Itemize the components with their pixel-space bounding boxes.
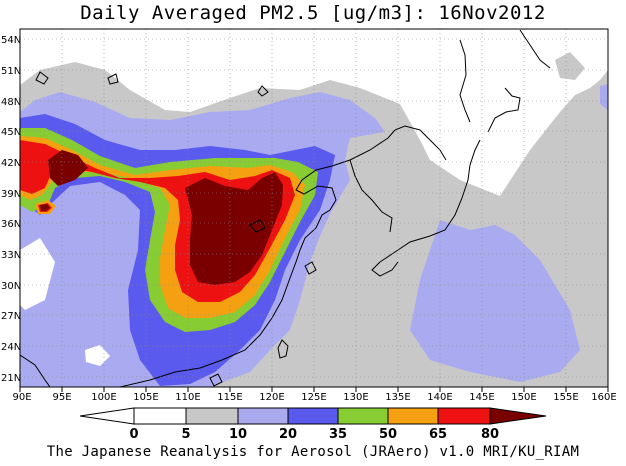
colorbar-segment-white (79, 407, 135, 425)
lon-tick-label: 160E (591, 392, 616, 403)
lon-tick-label: 155E (553, 392, 578, 403)
colorbar-segment-0-5 (133, 407, 187, 425)
colorbar-segment-35-50 (337, 407, 389, 425)
lat-tick-label: 30N (1, 281, 21, 292)
lat-tick-label: 36N (1, 219, 21, 230)
colorbar-segment-10-20 (237, 407, 289, 425)
lat-tick-label: 48N (1, 97, 21, 108)
lon-tick-label: 110E (175, 392, 200, 403)
lon-tick-label: 130E (343, 392, 368, 403)
lon-tick-label: 100E (91, 392, 116, 403)
lat-tick-label: 54N (1, 35, 21, 46)
lon-tick-label: 105E (133, 392, 158, 403)
lon-tick-label: 145E (469, 392, 494, 403)
colorbar-label: 10 (229, 427, 247, 442)
coastlines (20, 29, 551, 387)
map-title: Daily Averaged PM2.5 [ug/m3]: 16Nov2012 (80, 2, 546, 24)
colorbar-label: 20 (279, 427, 297, 442)
lon-tick-label: 95E (52, 392, 71, 403)
colorbar-segment-65-80 (437, 407, 491, 425)
colorbar (79, 407, 547, 425)
lat-tick-label: 42N (1, 158, 21, 169)
colorbar-label: 80 (481, 427, 499, 442)
lat-tick-label: 51N (1, 66, 21, 77)
lat-axis-labels: 54N 51N 48N 45N 42N 39N 36N 33N 30N 27N … (1, 35, 21, 384)
lon-tick-label: 140E (427, 392, 452, 403)
lon-tick-label: 90E (12, 392, 31, 403)
lon-tick-label: 150E (511, 392, 536, 403)
colorbar-segment-50-65 (387, 407, 439, 425)
lon-tick-label: 135E (385, 392, 410, 403)
lat-tick-label: 27N (1, 311, 21, 322)
colorbar-label: 5 (181, 427, 190, 442)
colorbar-segment-20-35 (287, 407, 339, 425)
colorbar-label: 65 (429, 427, 447, 442)
credit-line: The Japanese Reanalysis for Aerosol (JRA… (46, 444, 580, 460)
concentration-field (20, 29, 608, 387)
lon-tick-label: 120E (259, 392, 284, 403)
lat-tick-label: 45N (1, 127, 21, 138)
colorbar-segment-5-10 (185, 407, 239, 425)
contour-over-80 (48, 150, 88, 186)
colorbar-label: 0 (129, 427, 138, 442)
lat-tick-label: 21N (1, 373, 21, 384)
lat-tick-label: 33N (1, 250, 21, 261)
colorbar-labels: 0 5 10 20 35 50 65 80 (129, 427, 499, 442)
colorbar-segment-over-80 (489, 407, 547, 425)
lon-tick-label: 115E (217, 392, 242, 403)
colorbar-label: 35 (329, 427, 347, 442)
lon-axis-labels: 90E 95E 100E 105E 110E 115E 120E 125E 13… (12, 392, 616, 403)
colorbar-label: 50 (379, 427, 397, 442)
lat-tick-label: 39N (1, 189, 21, 200)
lat-tick-label: 24N (1, 342, 21, 353)
lon-tick-label: 125E (301, 392, 326, 403)
